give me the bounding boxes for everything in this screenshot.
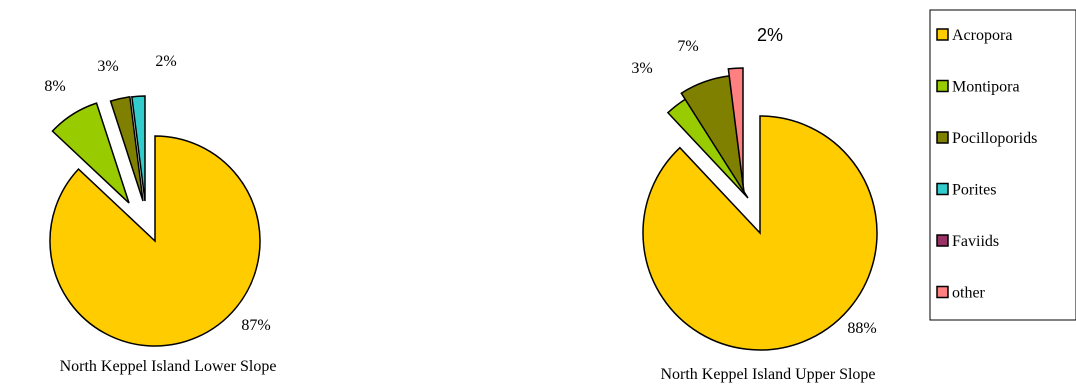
data-label-porites: 2% [155, 53, 176, 70]
pie-slice-montipora [51, 102, 130, 204]
legend-swatch-montipora [936, 79, 949, 93]
data-label-montipora: 8% [44, 78, 65, 95]
pie-slice-acropora [49, 135, 261, 347]
pie-slice-pocilloporids [109, 95, 144, 202]
legend-swatch-faviids [936, 234, 949, 247]
pie-slice-porites [131, 95, 146, 202]
legend-label-other: other [952, 285, 986, 302]
legend-label-montipora: Montipora [952, 79, 1020, 96]
chart-title-lower-slope: North Keppel Island Lower Slope [60, 358, 277, 375]
chart-title-upper-slope: North Keppel Island Upper Slope [660, 366, 875, 383]
legend-label-porites: Porites [952, 182, 996, 199]
legend-label-acropora: Acropora [952, 27, 1012, 44]
legend-label-pocilloporids: Pocilloporids [952, 130, 1037, 147]
data-label-acropora: 87% [241, 317, 270, 334]
legend-label-faviids: Faviids [952, 233, 999, 250]
pie-slice-other [727, 67, 744, 186]
pie-slice-acropora [642, 115, 878, 351]
data-label-acropora: 88% [847, 320, 876, 337]
legend-swatch-porites [936, 182, 949, 196]
data-label-pocilloporids: 3% [97, 58, 118, 75]
pie-chart-lower-slope: 87% 8% 3% 2% North Keppel Island Lower Slop… [44, 53, 276, 375]
chart-legend: Acropora Montipora Pocilloporids Porites Fav… [929, 9, 1076, 321]
pie-chart-upper-slope: 88% 3% 7% 2% North Keppel Island Upper Slop… [631, 25, 878, 383]
data-label-montipora: 3% [631, 60, 652, 77]
legend-swatch-other [936, 285, 949, 299]
legend-box [929, 9, 1076, 321]
legend-swatch-acropora [936, 28, 949, 41]
legend-swatch-pocilloporids [936, 131, 949, 144]
data-label-pocilloporids: 7% [677, 38, 698, 55]
data-label-other: 2% [757, 25, 783, 45]
